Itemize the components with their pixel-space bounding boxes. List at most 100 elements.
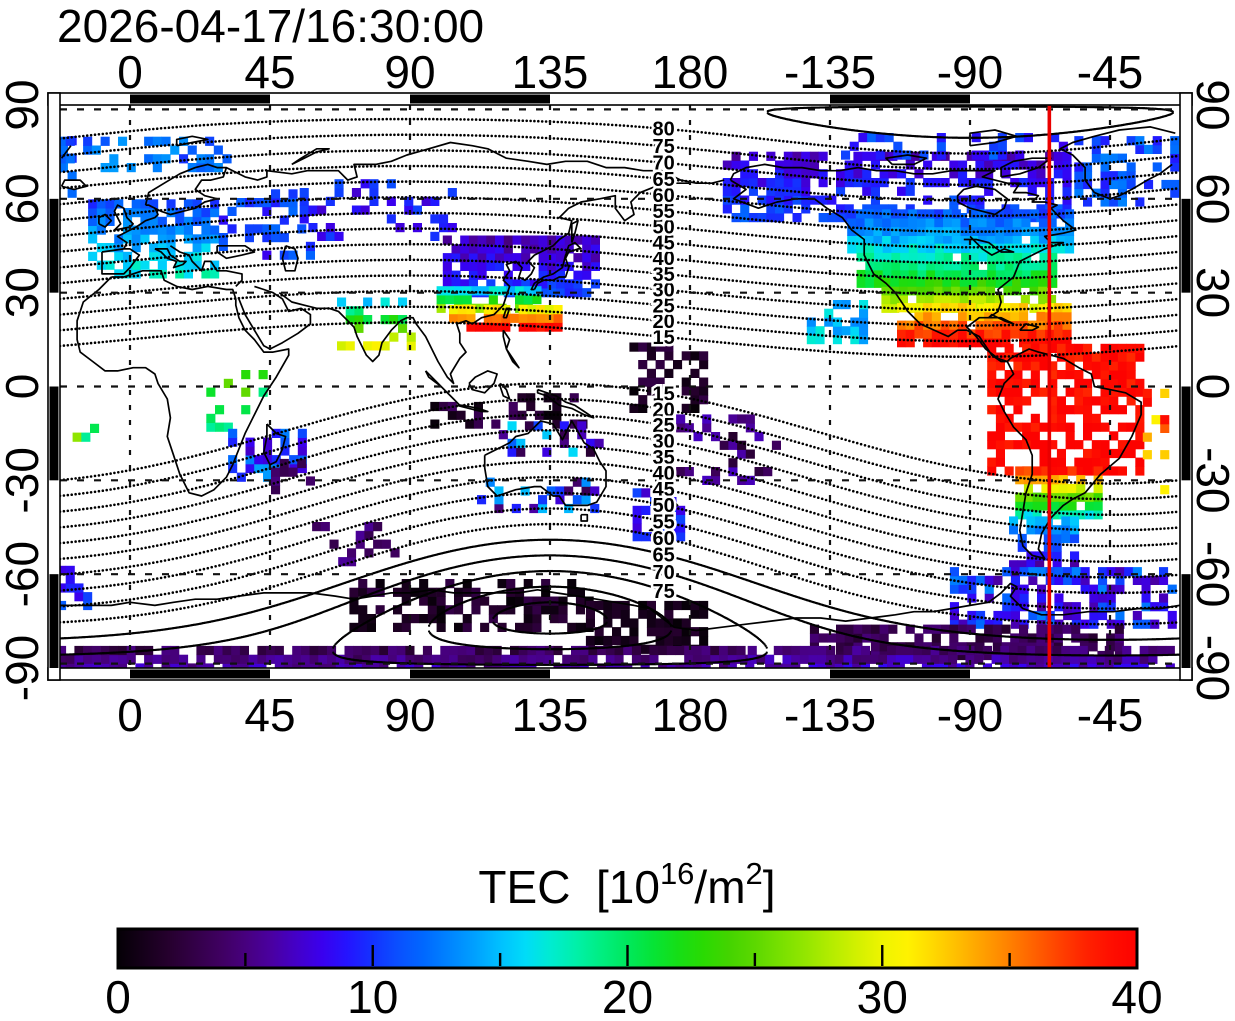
tec-cell <box>523 614 533 624</box>
tec-cell <box>817 663 827 668</box>
tec-cell <box>1074 387 1084 397</box>
tec-cell <box>510 313 520 323</box>
tec-cell <box>1022 440 1032 450</box>
tec-cell <box>1126 179 1136 190</box>
tec-cell <box>701 654 711 664</box>
tec-cell <box>524 421 534 431</box>
tec-cell <box>882 261 892 271</box>
tec-cell <box>977 277 987 287</box>
tec-cell <box>1013 405 1023 415</box>
tec-cell <box>590 235 600 245</box>
tec-cell <box>192 243 202 253</box>
tec-cell <box>427 596 437 606</box>
tec-cell <box>466 313 476 323</box>
tec-cell <box>995 413 1005 423</box>
tec-cell <box>527 313 537 323</box>
tec-cell <box>984 584 994 594</box>
tec-cell <box>1170 162 1180 172</box>
tec-cell <box>468 253 478 263</box>
tec-cell <box>582 261 592 271</box>
coastline-path <box>238 285 312 350</box>
tec-cell <box>244 233 254 243</box>
tec-cell <box>1065 440 1075 450</box>
tec-cell <box>1076 510 1086 520</box>
tec-cell <box>279 198 289 208</box>
tec-cell <box>995 361 1005 371</box>
tec-cell <box>897 329 907 339</box>
tec-cell <box>1074 405 1084 415</box>
tec-cell <box>942 286 952 296</box>
tec-cell <box>931 178 941 188</box>
tec-cell <box>575 605 585 615</box>
contour-label-north: 30 <box>652 280 674 302</box>
tec-cell <box>1083 422 1093 432</box>
tec-cell <box>1047 235 1057 245</box>
tec-cell <box>581 495 591 505</box>
tec-cell <box>934 209 944 219</box>
tec-cell <box>1058 510 1068 520</box>
tec-cell <box>870 186 880 196</box>
tec-cell <box>958 160 968 170</box>
tec-cell <box>1106 567 1116 577</box>
tec-cell <box>1142 397 1152 407</box>
tec-cell <box>1026 525 1036 535</box>
tec-cell <box>719 440 729 450</box>
tec-cell <box>949 329 959 339</box>
tec-cell <box>360 179 370 189</box>
tec-cell <box>836 178 846 188</box>
tec-cell <box>594 438 604 448</box>
tec-cell <box>401 596 411 606</box>
tec-cell <box>673 627 683 637</box>
tec-cell <box>775 213 785 223</box>
tec-cell <box>1048 370 1058 380</box>
tec-cell <box>992 160 1002 170</box>
tec-cell <box>766 195 776 205</box>
tec-cell <box>1028 610 1038 621</box>
tec-cell <box>905 320 915 330</box>
tec-cell <box>206 413 216 423</box>
tec-cell <box>1089 602 1099 612</box>
tec-cell <box>850 317 860 327</box>
tec-cell <box>646 342 656 352</box>
tec-cell <box>1100 378 1110 388</box>
coastline-path <box>729 163 1077 363</box>
tec-cell <box>100 645 110 656</box>
tec-cell <box>792 169 802 179</box>
tec-cell <box>379 663 389 668</box>
tec-cell <box>931 303 941 313</box>
tec-cell <box>1019 311 1029 322</box>
tec-cell <box>1091 153 1101 163</box>
tec-cell <box>890 277 900 287</box>
tec-cell <box>815 326 825 336</box>
tec-cell <box>109 663 119 668</box>
tec-cell <box>166 234 176 244</box>
tec-cell <box>967 584 977 594</box>
tec-cell <box>88 225 98 235</box>
tec-cell <box>690 368 700 378</box>
tec-cell <box>1010 610 1020 621</box>
tec-cell <box>961 261 971 271</box>
tec-cell <box>881 295 891 305</box>
tec-cell <box>1067 466 1077 476</box>
tec-cell <box>1004 440 1014 450</box>
tec-cell <box>358 614 368 624</box>
tec-cell <box>664 351 674 361</box>
tec-cell <box>1065 343 1075 353</box>
tec-cell <box>1074 370 1084 380</box>
tec-cell <box>131 225 141 235</box>
tec-cell <box>629 627 639 637</box>
tec-cell <box>1109 396 1119 406</box>
tec-cell <box>612 635 622 646</box>
tec-cell <box>523 579 533 589</box>
tec-cell <box>1122 645 1132 656</box>
tec-cell <box>658 497 668 507</box>
tec-cell <box>536 313 546 323</box>
tec-cell <box>638 609 648 619</box>
tec-cell <box>1083 343 1093 353</box>
tec-cell <box>552 393 562 403</box>
tec-cell <box>620 618 630 628</box>
tec-cell <box>898 286 908 296</box>
tec-cell <box>430 401 440 412</box>
